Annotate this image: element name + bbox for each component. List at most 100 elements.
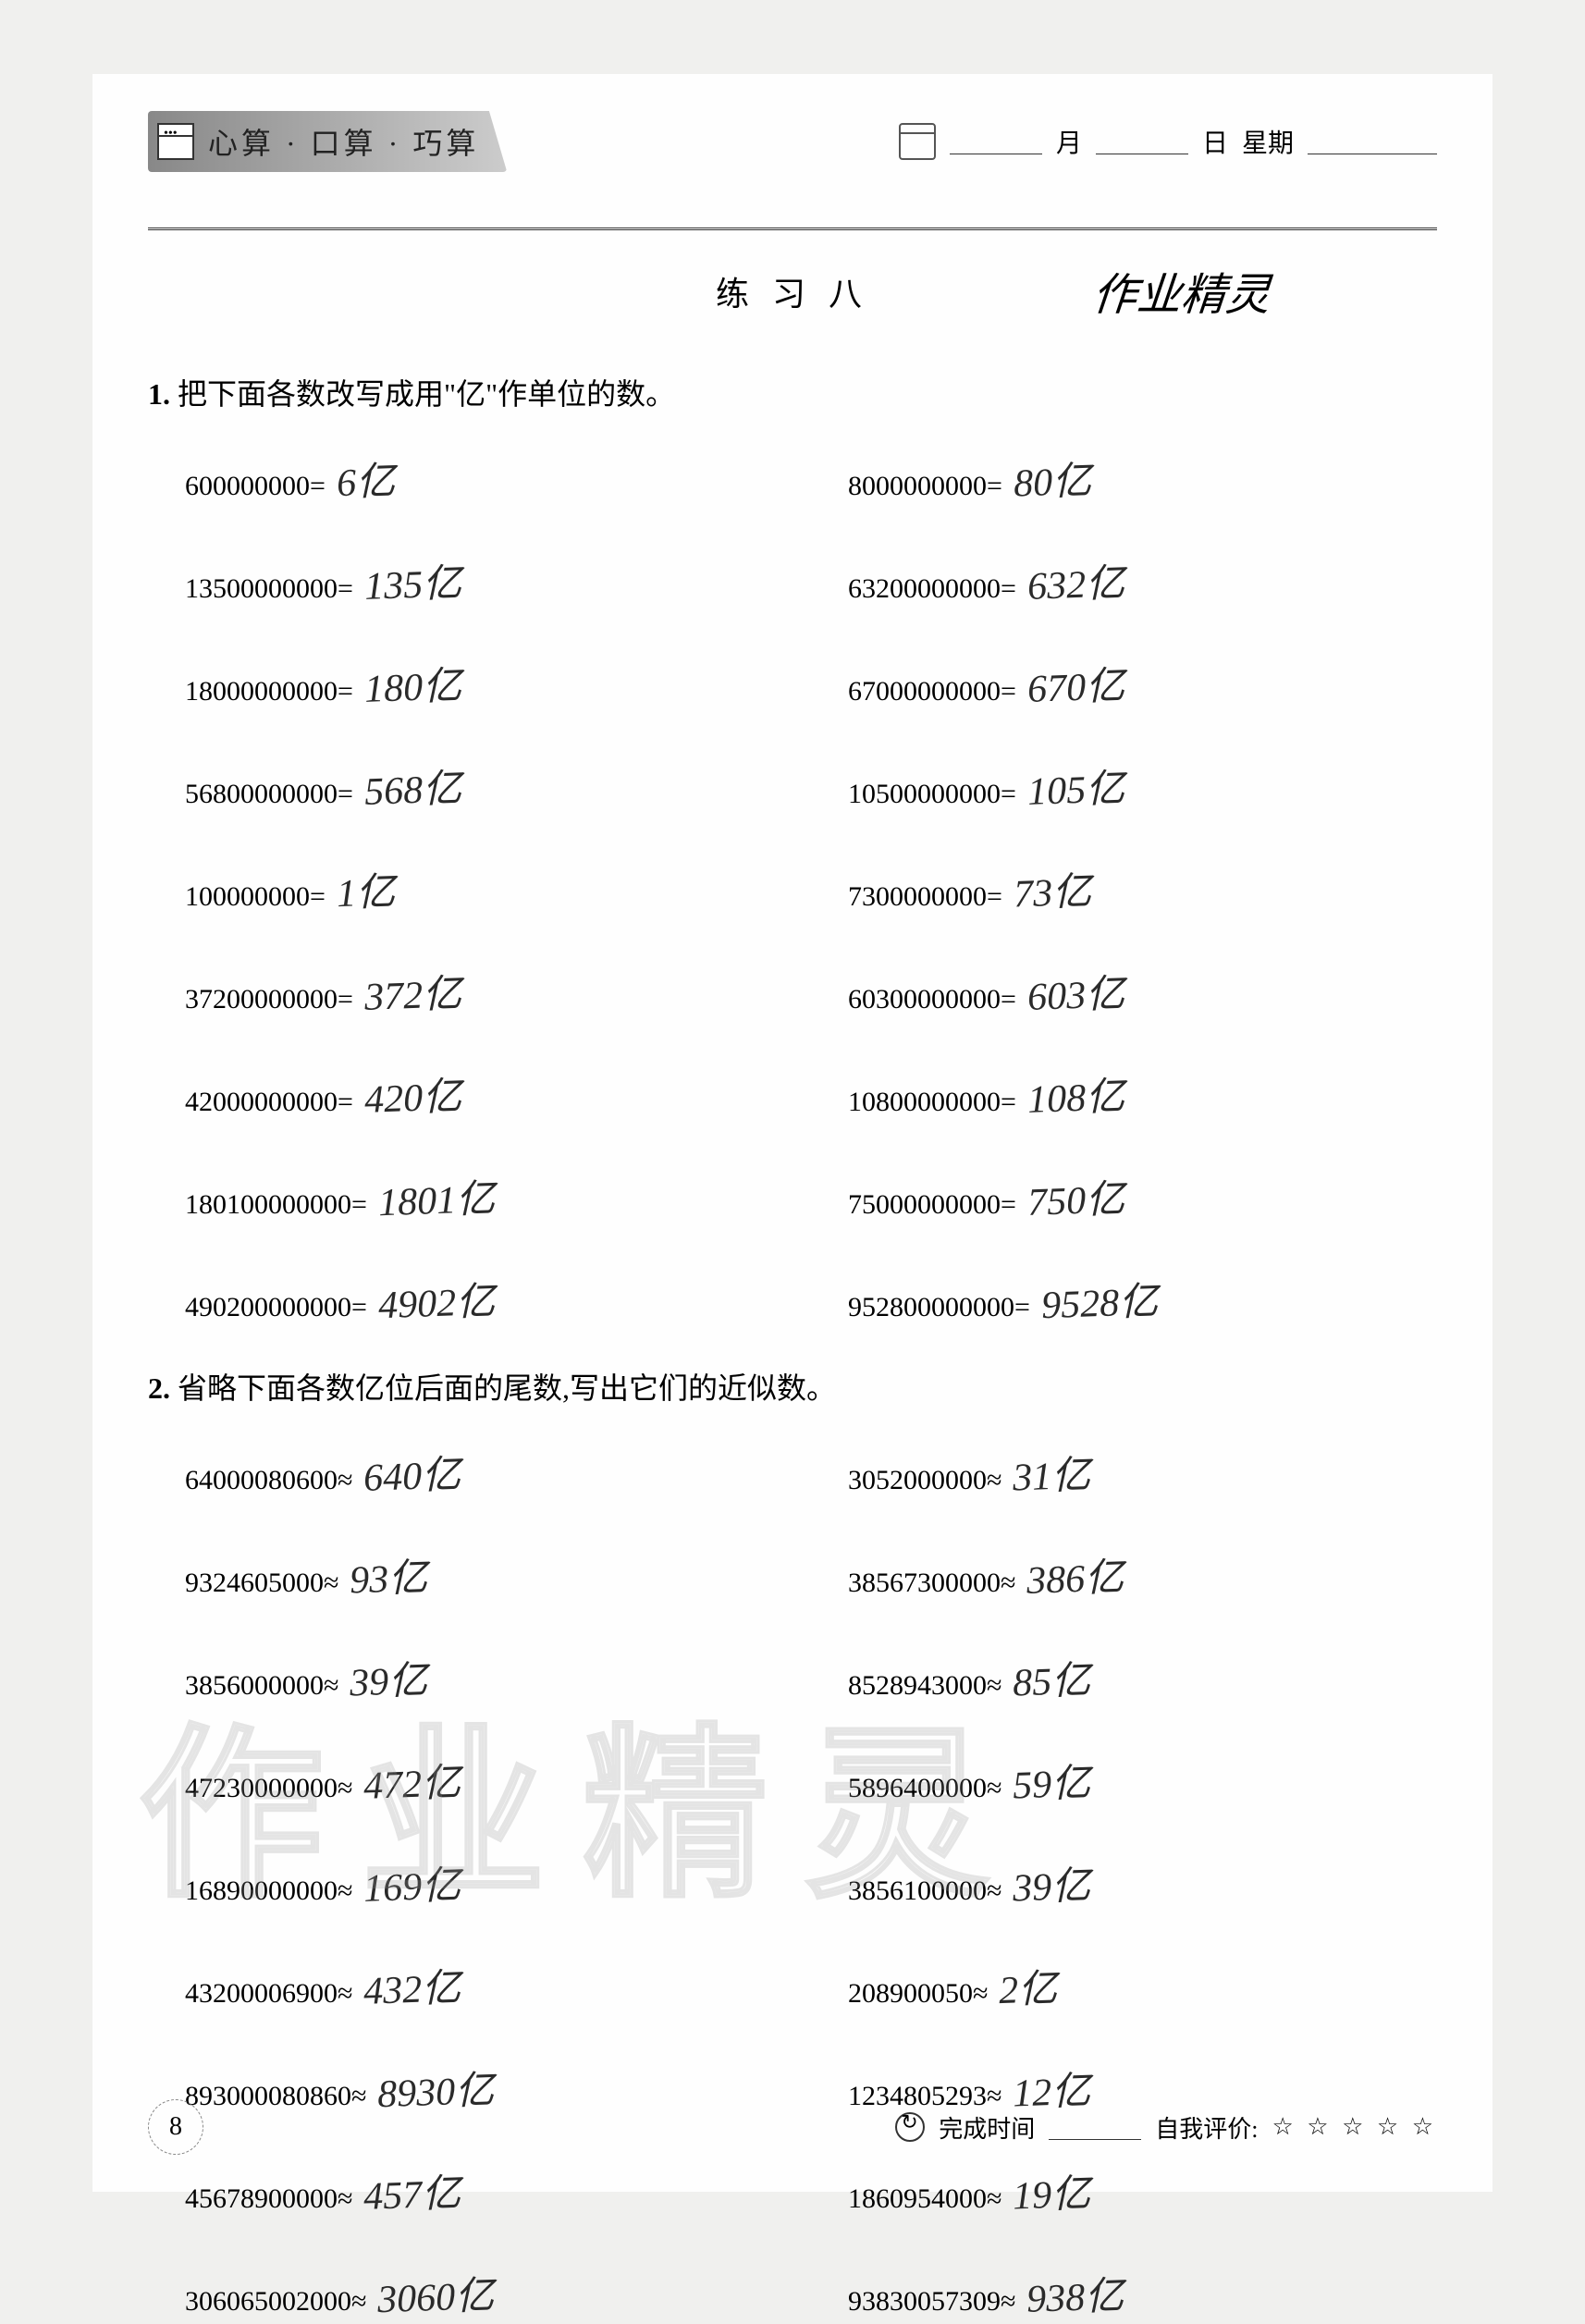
problem-expression: 42000000000= bbox=[185, 1087, 353, 1118]
handwritten-answer: 39亿 bbox=[1012, 1854, 1091, 1913]
rating-stars: ☆ ☆ ☆ ☆ ☆ bbox=[1272, 2113, 1437, 2141]
handwritten-answer: 93亿 bbox=[349, 1546, 428, 1605]
header-badge: 心算 · 口算 · 巧算 bbox=[148, 111, 507, 172]
problem-expression: 63200000000= bbox=[848, 573, 1016, 605]
q2-problem: 208900050≈ 2亿 bbox=[848, 1958, 1437, 2014]
handwritten-answer: 632亿 bbox=[1026, 551, 1125, 611]
q1-problem: 60300000000=603亿 bbox=[848, 964, 1437, 1020]
problem-expression: 43200006900≈ bbox=[185, 1978, 352, 2010]
q1-problem: 7300000000=73亿 bbox=[848, 861, 1437, 917]
problem-expression: 8528943000≈ bbox=[848, 1670, 1001, 1702]
q1-problem: 600000000= 6亿 bbox=[185, 450, 774, 507]
q2-number: 2. bbox=[148, 1371, 170, 1405]
handwritten-answer: 1亿 bbox=[336, 860, 396, 918]
problem-expression: 10500000000= bbox=[848, 779, 1016, 810]
title-row: 练 习 八 作业精灵 bbox=[148, 267, 1437, 315]
handwritten-answer: 640亿 bbox=[362, 1443, 461, 1503]
q1-problem: 42000000000= 420亿 bbox=[185, 1066, 774, 1123]
handwritten-answer: 1801亿 bbox=[377, 1167, 496, 1227]
q1-prompt: 把下面各数改写成用"亿"作单位的数。 bbox=[178, 377, 675, 411]
problem-expression: 5896400000≈ bbox=[848, 1773, 1001, 1804]
q2-problem: 8528943000≈85亿 bbox=[848, 1650, 1437, 1706]
problem-expression: 9324605000≈ bbox=[185, 1568, 338, 1599]
problem-expression: 60300000000= bbox=[848, 984, 1016, 1015]
handwritten-answer: 108亿 bbox=[1026, 1064, 1125, 1125]
handwritten-answer: 2亿 bbox=[998, 1957, 1058, 2015]
month-label: 月 bbox=[1056, 123, 1082, 160]
question-2: 2. 省略下面各数亿位后面的尾数,写出它们的近似数。 64000080600≈6… bbox=[148, 1365, 1437, 2322]
header-divider bbox=[148, 227, 1437, 230]
workbook-title: 心算 · 口算 · 巧算 bbox=[208, 120, 479, 163]
problem-expression: 13500000000= bbox=[185, 573, 353, 605]
handwritten-answer: 750亿 bbox=[1026, 1167, 1125, 1227]
q1-problem: 10500000000= 105亿 bbox=[848, 758, 1437, 815]
time-blank[interactable] bbox=[1049, 2114, 1141, 2140]
calendar-icon bbox=[899, 123, 936, 160]
clock-icon bbox=[895, 2112, 925, 2142]
q2-problem: 16890000000≈169亿 bbox=[185, 1855, 774, 1912]
page-header: 心算 · 口算 · 巧算 月 日 星期 bbox=[148, 111, 1437, 172]
handwritten-answer: 59亿 bbox=[1012, 1752, 1091, 1811]
handwritten-answer: 169亿 bbox=[362, 1853, 461, 1913]
q1-problem: 18000000000=180亿 bbox=[185, 656, 774, 712]
q2-problem: 306065002000≈3060亿 bbox=[185, 2266, 774, 2322]
day-blank[interactable] bbox=[1096, 129, 1188, 154]
q2-problem: 45678900000≈ 457亿 bbox=[185, 2163, 774, 2219]
problem-expression: 600000000= bbox=[185, 471, 326, 502]
problem-expression: 56800000000= bbox=[185, 779, 353, 810]
problem-expression: 3052000000≈ bbox=[848, 1465, 1001, 1496]
problem-expression: 3856100000≈ bbox=[848, 1875, 1001, 1907]
handwritten-answer: 472亿 bbox=[362, 1751, 461, 1811]
problem-expression: 490200000000= bbox=[185, 1292, 367, 1323]
exercise-title: 练 习 八 bbox=[716, 267, 869, 315]
q1-problem: 180100000000= 1801亿 bbox=[185, 1169, 774, 1225]
problem-expression: 8000000000= bbox=[848, 471, 1002, 502]
handwritten-answer: 386亿 bbox=[1026, 1545, 1124, 1605]
page-number: 8 bbox=[169, 2112, 182, 2142]
q1-problem: 63200000000= 632亿 bbox=[848, 553, 1437, 609]
problem-expression: 47230000000≈ bbox=[185, 1773, 352, 1804]
q2-problem: 9324605000≈ 93亿 bbox=[185, 1547, 774, 1604]
handwritten-answer: 80亿 bbox=[1013, 449, 1092, 509]
q1-problem: 952800000000=9528亿 bbox=[848, 1272, 1437, 1328]
day-label: 日 bbox=[1202, 123, 1228, 160]
handwritten-answer: 19亿 bbox=[1012, 2162, 1091, 2221]
question-1: 1. 把下面各数改写成用"亿"作单位的数。 600000000= 6亿 800000… bbox=[148, 371, 1437, 1328]
problem-expression: 180100000000= bbox=[185, 1189, 367, 1221]
handwritten-answer: 73亿 bbox=[1013, 860, 1092, 919]
date-fields: 月 日 星期 bbox=[899, 123, 1437, 160]
problem-expression: 75000000000= bbox=[848, 1189, 1016, 1221]
handwritten-answer: 9528亿 bbox=[1040, 1270, 1159, 1330]
handwritten-answer: 6亿 bbox=[336, 449, 396, 508]
handwritten-answer: 39亿 bbox=[349, 1649, 428, 1708]
q1-problem: 67000000000=670亿 bbox=[848, 656, 1437, 712]
problem-expression: 45678900000≈ bbox=[185, 2183, 352, 2215]
worksheet-page: 心算 · 口算 · 巧算 月 日 星期 练 习 八 作业精灵 1. 把下面各数改… bbox=[92, 74, 1493, 2192]
time-label: 完成时间 bbox=[939, 2110, 1035, 2145]
footer-right: 完成时间 自我评价: ☆ ☆ ☆ ☆ ☆ bbox=[895, 2110, 1437, 2145]
problem-expression: 18000000000= bbox=[185, 676, 353, 707]
problem-expression: 3856000000≈ bbox=[185, 1670, 338, 1702]
weekday-label: 星期 bbox=[1242, 123, 1294, 160]
handwritten-answer: 420亿 bbox=[363, 1064, 462, 1125]
q2-problem: 43200006900≈432亿 bbox=[185, 1958, 774, 2014]
page-footer: 8 完成时间 自我评价: ☆ ☆ ☆ ☆ ☆ bbox=[148, 2099, 1437, 2155]
q1-problem: 37200000000=372亿 bbox=[185, 964, 774, 1020]
handwritten-answer: 670亿 bbox=[1026, 654, 1125, 714]
weekday-blank[interactable] bbox=[1308, 129, 1437, 154]
problem-expression: 208900050≈ bbox=[848, 1978, 988, 2010]
handwritten-answer: 105亿 bbox=[1026, 756, 1125, 817]
handwritten-answer: 938亿 bbox=[1026, 2264, 1124, 2324]
handwritten-answer: 3060亿 bbox=[376, 2264, 495, 2324]
handwritten-answer: 457亿 bbox=[362, 2161, 461, 2221]
q2-problems-grid: 64000080600≈640亿3052000000≈31亿9324605000… bbox=[148, 1445, 1437, 2322]
month-blank[interactable] bbox=[950, 129, 1042, 154]
problem-expression: 93830057309≈ bbox=[848, 2286, 1015, 2318]
handwritten-watermark-top: 作业精灵 bbox=[1090, 258, 1273, 323]
q1-number: 1. bbox=[148, 377, 170, 411]
q2-problem: 1860954000≈19亿 bbox=[848, 2163, 1437, 2219]
question-1-text: 1. 把下面各数改写成用"亿"作单位的数。 bbox=[148, 371, 1437, 413]
q1-problem: 13500000000=135亿 bbox=[185, 553, 774, 609]
abacus-icon bbox=[157, 123, 194, 160]
problem-expression: 37200000000= bbox=[185, 984, 353, 1015]
